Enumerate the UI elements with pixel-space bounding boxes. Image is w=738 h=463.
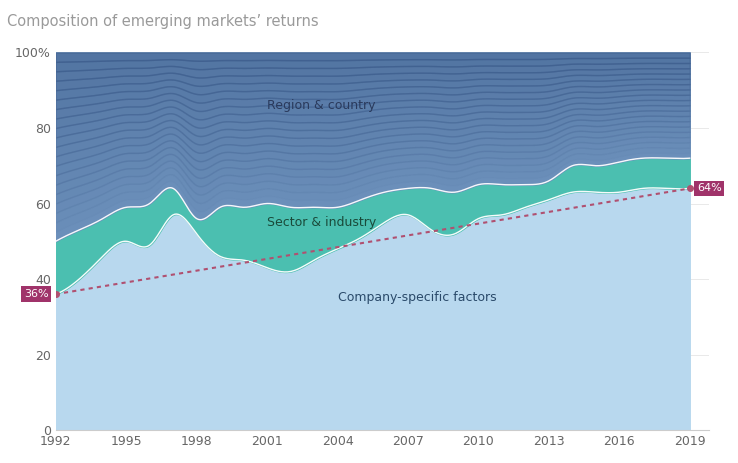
Text: Sector & industry: Sector & industry (267, 216, 376, 229)
Text: Company-specific factors: Company-specific factors (337, 291, 496, 305)
Text: 36%: 36% (24, 289, 49, 299)
Text: Composition of emerging markets’ returns: Composition of emerging markets’ returns (7, 14, 319, 29)
Text: 64%: 64% (697, 183, 722, 194)
Text: Region & country: Region & country (267, 99, 376, 112)
